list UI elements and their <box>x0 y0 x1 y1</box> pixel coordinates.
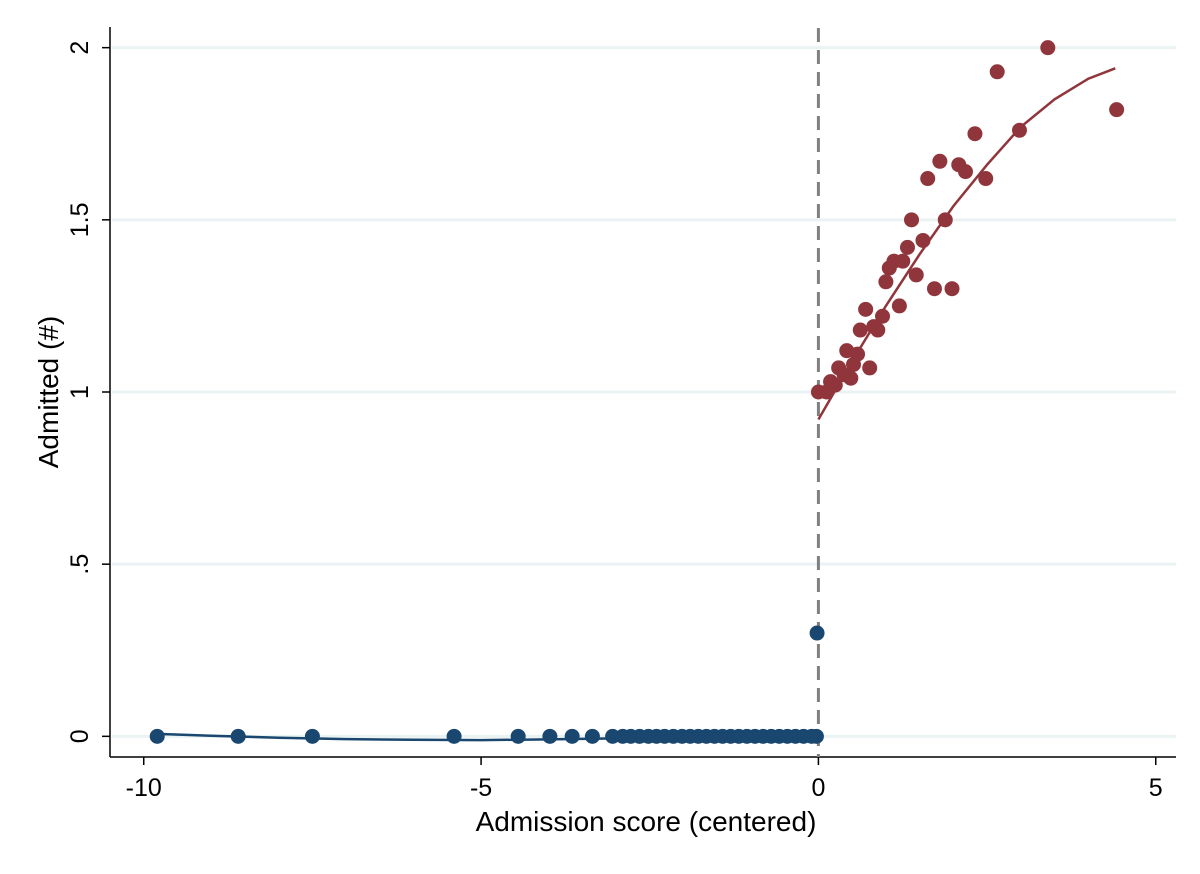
data-point-below <box>510 728 526 744</box>
y-tick-label: 2 <box>66 41 94 55</box>
data-point-above <box>920 171 936 187</box>
gridlines <box>112 46 1176 738</box>
data-point-below <box>304 728 320 744</box>
data-point-above <box>932 153 948 169</box>
data-point-below <box>230 728 246 744</box>
fit-line-above <box>817 67 1116 421</box>
data-point-above <box>875 308 891 324</box>
data-point-above <box>870 322 886 338</box>
y-axis-title: Admitted (#) <box>33 316 64 469</box>
x-tick-label: -5 <box>470 774 492 802</box>
data-point-below <box>446 728 462 744</box>
data-point-above <box>850 346 866 362</box>
data-point-above <box>967 126 983 142</box>
data-point-above <box>827 377 843 393</box>
data-point-below <box>542 728 558 744</box>
data-point-above <box>852 322 868 338</box>
data-point-above <box>989 64 1005 80</box>
data-point-above <box>858 301 874 317</box>
data-point-above <box>1109 102 1125 118</box>
y-tick-label: 0 <box>66 729 94 743</box>
data-point-above <box>895 253 911 269</box>
y-tick-label: 1 <box>66 385 94 399</box>
data-point-above <box>978 171 994 187</box>
data-points <box>149 40 1125 744</box>
data-point-above <box>1011 122 1027 138</box>
y-ticks: 0 .5 1 1.5 2 <box>66 41 110 743</box>
data-point-above <box>944 281 960 297</box>
x-tick-label: 0 <box>811 774 825 802</box>
data-point-above <box>937 212 953 228</box>
data-point-above <box>926 281 942 297</box>
data-point-below <box>808 728 824 744</box>
data-point-above <box>957 164 973 180</box>
x-tick-label: -10 <box>126 774 162 802</box>
data-point-above <box>908 267 924 283</box>
data-point-above <box>1040 40 1056 56</box>
y-tick-label: .5 <box>66 554 94 575</box>
data-point-above <box>862 360 878 376</box>
x-ticks: -10 -5 0 5 <box>126 757 1163 802</box>
x-axis-title: Admission score (centered) <box>476 806 817 837</box>
data-point-below <box>149 728 165 744</box>
data-point-above <box>899 239 915 255</box>
x-tick-label: 5 <box>1149 774 1163 802</box>
data-point-above <box>891 298 907 314</box>
data-point-above <box>843 370 859 386</box>
data-point-above <box>904 212 920 228</box>
data-point-below <box>584 728 600 744</box>
data-point-below <box>809 625 825 641</box>
data-point-above <box>915 232 931 248</box>
y-tick-label: 1.5 <box>66 202 94 237</box>
data-point-above <box>878 274 894 290</box>
data-point-below <box>564 728 580 744</box>
